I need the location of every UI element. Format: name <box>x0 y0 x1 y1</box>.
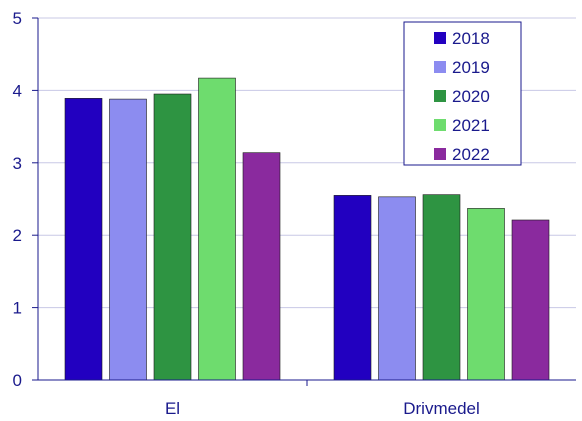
bar-2020-drivmedel <box>422 194 461 381</box>
legend-swatch-2022 <box>434 148 446 160</box>
legend-label: 2020 <box>452 87 490 106</box>
bar-2022-el <box>242 152 281 381</box>
bar-2019-drivmedel <box>378 196 416 381</box>
bar-2022-drivmedel <box>511 219 550 381</box>
y-tick-label: 2 <box>13 226 22 245</box>
legend-box <box>403 21 522 166</box>
legend-swatch-2018 <box>434 32 446 44</box>
legend-swatch-2021 <box>434 119 446 131</box>
axes: 0 1 2 3 4 5 El Drivmedel <box>13 9 576 418</box>
bar-2018-el <box>64 98 103 381</box>
y-tick-label: 5 <box>13 9 22 28</box>
x-tick-label: Drivmedel <box>403 399 480 418</box>
bar-2021-drivmedel <box>467 208 505 381</box>
legend-label: 2022 <box>452 145 490 164</box>
bar-2020-el <box>153 93 192 381</box>
bar-2019-el <box>109 98 147 381</box>
legend: 2018 2019 2020 2021 2022 <box>403 21 522 166</box>
y-tick-label: 3 <box>13 154 22 173</box>
legend-swatch-2020 <box>434 90 446 102</box>
y-tick-label: 0 <box>13 371 22 390</box>
legend-label: 2018 <box>452 29 490 48</box>
legend-label: 2019 <box>452 58 490 77</box>
bar-2018-drivmedel <box>333 195 372 381</box>
bars <box>64 77 550 381</box>
legend-swatch-2019 <box>434 61 446 73</box>
bar-2021-el <box>198 77 236 381</box>
y-tick-label: 4 <box>13 81 22 100</box>
legend-label: 2021 <box>452 116 490 135</box>
x-tick-label: El <box>165 399 180 418</box>
y-tick-label: 1 <box>13 299 22 318</box>
